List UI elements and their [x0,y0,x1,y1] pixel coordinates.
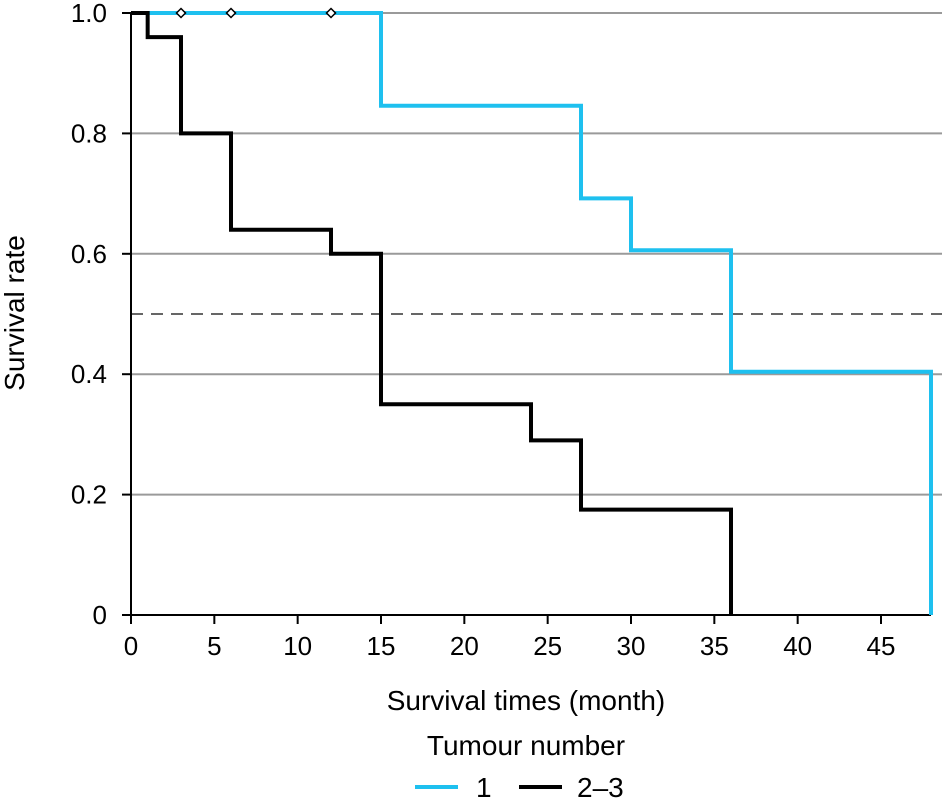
series-line-2 [131,11,733,615]
x-tick-label-7: 35 [700,631,729,661]
series-line-1 [131,11,933,615]
legend-label-series-1: 1 [476,772,492,801]
x-tick-label-5: 25 [533,631,562,661]
x-tick-label-6: 30 [617,631,646,661]
x-axis-title: Survival times (month) [387,685,666,716]
censor-marker-series-1-2 [325,7,337,19]
y-tick-label-3: 0.6 [71,239,107,269]
x-tick-label-4: 20 [450,631,479,661]
legend-label-series-2: 2–3 [577,772,624,801]
y-tick-label-2: 0.4 [71,359,107,389]
x-tick-label-8: 40 [783,631,812,661]
x-ticks: 0 5 10 15 20 25 30 35 40 45 [124,615,896,661]
x-tick-label-0: 0 [124,631,138,661]
censor-markers [175,7,337,19]
y-axis-title: Survival rate [0,235,30,391]
y-tick-label-1: 0.2 [71,480,107,510]
grid-lines [131,12,942,496]
y-tick-label-4: 0.8 [71,118,107,148]
censor-marker-series-1-1 [225,7,237,19]
x-tick-label-9: 45 [867,631,896,661]
legend: Tumour number 1 2–3 [415,730,625,801]
x-tick-label-2: 10 [283,631,312,661]
censor-marker-series-1-0 [175,7,187,19]
y-tick-label-5: 1.0 [71,0,107,28]
legend-title: Tumour number [427,730,625,761]
x-tick-label-3: 15 [367,631,396,661]
series-group [131,11,933,615]
y-tick-label-0: 0 [93,600,107,630]
y-ticks: 0 0.2 0.4 0.6 0.8 1.0 [71,0,131,630]
x-tick-label-1: 5 [207,631,221,661]
